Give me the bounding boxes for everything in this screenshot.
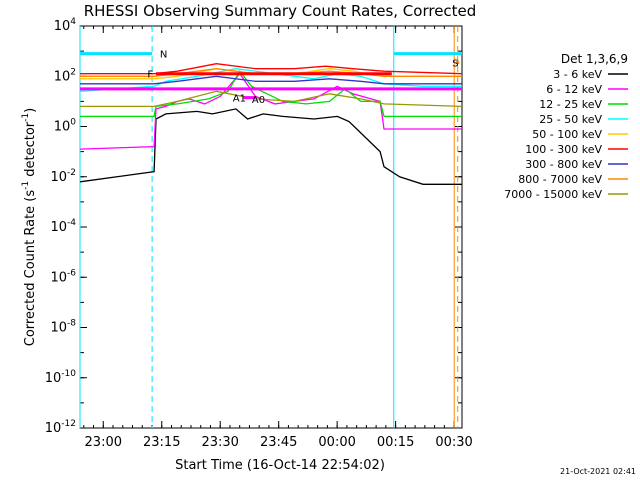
x-tick-label: 00:30 [435, 435, 472, 450]
flag-label: N [160, 50, 167, 61]
y-tick-base: 10 [54, 120, 71, 135]
y-tick-base: 10 [50, 170, 67, 185]
y-tick-exponent: -2 [67, 168, 76, 178]
series-line-8 [80, 90, 463, 108]
y-tick-exponent: 2 [70, 67, 76, 77]
x-axis-label: Start Time (16-Oct-14 22:54:02) [175, 458, 385, 473]
flag-label: F [147, 70, 153, 81]
x-tick-label: 23:15 [143, 435, 180, 450]
y-tick-label: 10-12 [45, 419, 76, 436]
x-tick-label: 23:45 [260, 435, 297, 450]
y-axis-label-part: detector [23, 121, 38, 181]
legend-label: 50 - 100 keV [532, 128, 602, 141]
y-tick-exponent: -8 [67, 319, 76, 329]
x-tick-label: 00:15 [377, 435, 414, 450]
chart-title: RHESSI Observing Summary Count Rates, Co… [84, 2, 477, 20]
y-tick-label: 100 [54, 118, 77, 135]
y-tick-exponent: -6 [67, 268, 76, 278]
flag-label: A0 [252, 95, 265, 106]
y-tick-exponent: 0 [70, 118, 76, 128]
y-tick-exponent: -10 [61, 369, 76, 379]
flag-label: A1 [233, 94, 246, 105]
x-tick-label: 23:00 [85, 435, 122, 450]
plot-frame [79, 25, 463, 429]
y-tick-label: 10-10 [45, 369, 77, 386]
legend: Det 1,3,6,9 3 - 6 keV 6 - 12 keV 12 - 25 k… [504, 52, 628, 201]
y-tick-label: 10-6 [50, 268, 76, 285]
legend-label: 300 - 800 keV [525, 158, 602, 171]
y-tick-label: 104 [54, 17, 77, 34]
y-axis-label-part: Corrected Count Rate (s [23, 190, 38, 347]
y-axis-label-part: -1 [21, 181, 31, 190]
y-tick-base: 10 [54, 19, 71, 34]
y-axis-label-part: -1 [21, 113, 31, 122]
y-tick-exponent: 4 [70, 17, 76, 27]
legend-label: 25 - 50 keV [539, 113, 602, 126]
legend-label: 7000 - 15000 keV [504, 188, 602, 201]
y-axis-label: Corrected Count Rate (s-1 detector-1) [21, 108, 38, 346]
y-axis-label-part: ) [23, 108, 38, 113]
y-tick-base: 10 [54, 69, 71, 84]
series-line-2 [80, 70, 462, 118]
y-tick-base: 10 [45, 371, 62, 386]
y-tick-exponent: -12 [61, 419, 76, 429]
legend-label: 6 - 12 keV [546, 83, 602, 96]
y-tick-label: 10-2 [50, 168, 76, 185]
y-tick-label: 10-8 [50, 319, 76, 336]
series-line-0 [79, 108, 462, 185]
y-tick-label: 102 [54, 67, 76, 84]
y-tick-base: 10 [50, 270, 67, 285]
y-tick-label: 10-4 [50, 218, 76, 235]
y-tick-base: 10 [50, 321, 67, 336]
legend-label: 3 - 6 keV [553, 68, 602, 81]
y-tick-base: 10 [45, 421, 62, 436]
series-line-6 [80, 75, 462, 85]
legend-title: Det 1,3,6,9 [561, 52, 628, 66]
plot-area: 10410210010-210-410-610-810-1010-1223:00… [21, 17, 473, 450]
x-tick-label: 00:00 [318, 435, 355, 450]
legend-label: 800 - 7000 keV [518, 173, 602, 186]
x-tick-label: 23:30 [201, 435, 238, 450]
flag-label: S [452, 58, 458, 69]
y-tick-exponent: -4 [67, 218, 76, 228]
y-tick-base: 10 [50, 220, 67, 235]
series-line-5 [80, 63, 463, 75]
footer-date: 21-Oct-2021 02:41 [560, 467, 636, 476]
legend-label: 12 - 25 keV [539, 98, 602, 111]
legend-label: 100 - 300 keV [525, 143, 602, 156]
